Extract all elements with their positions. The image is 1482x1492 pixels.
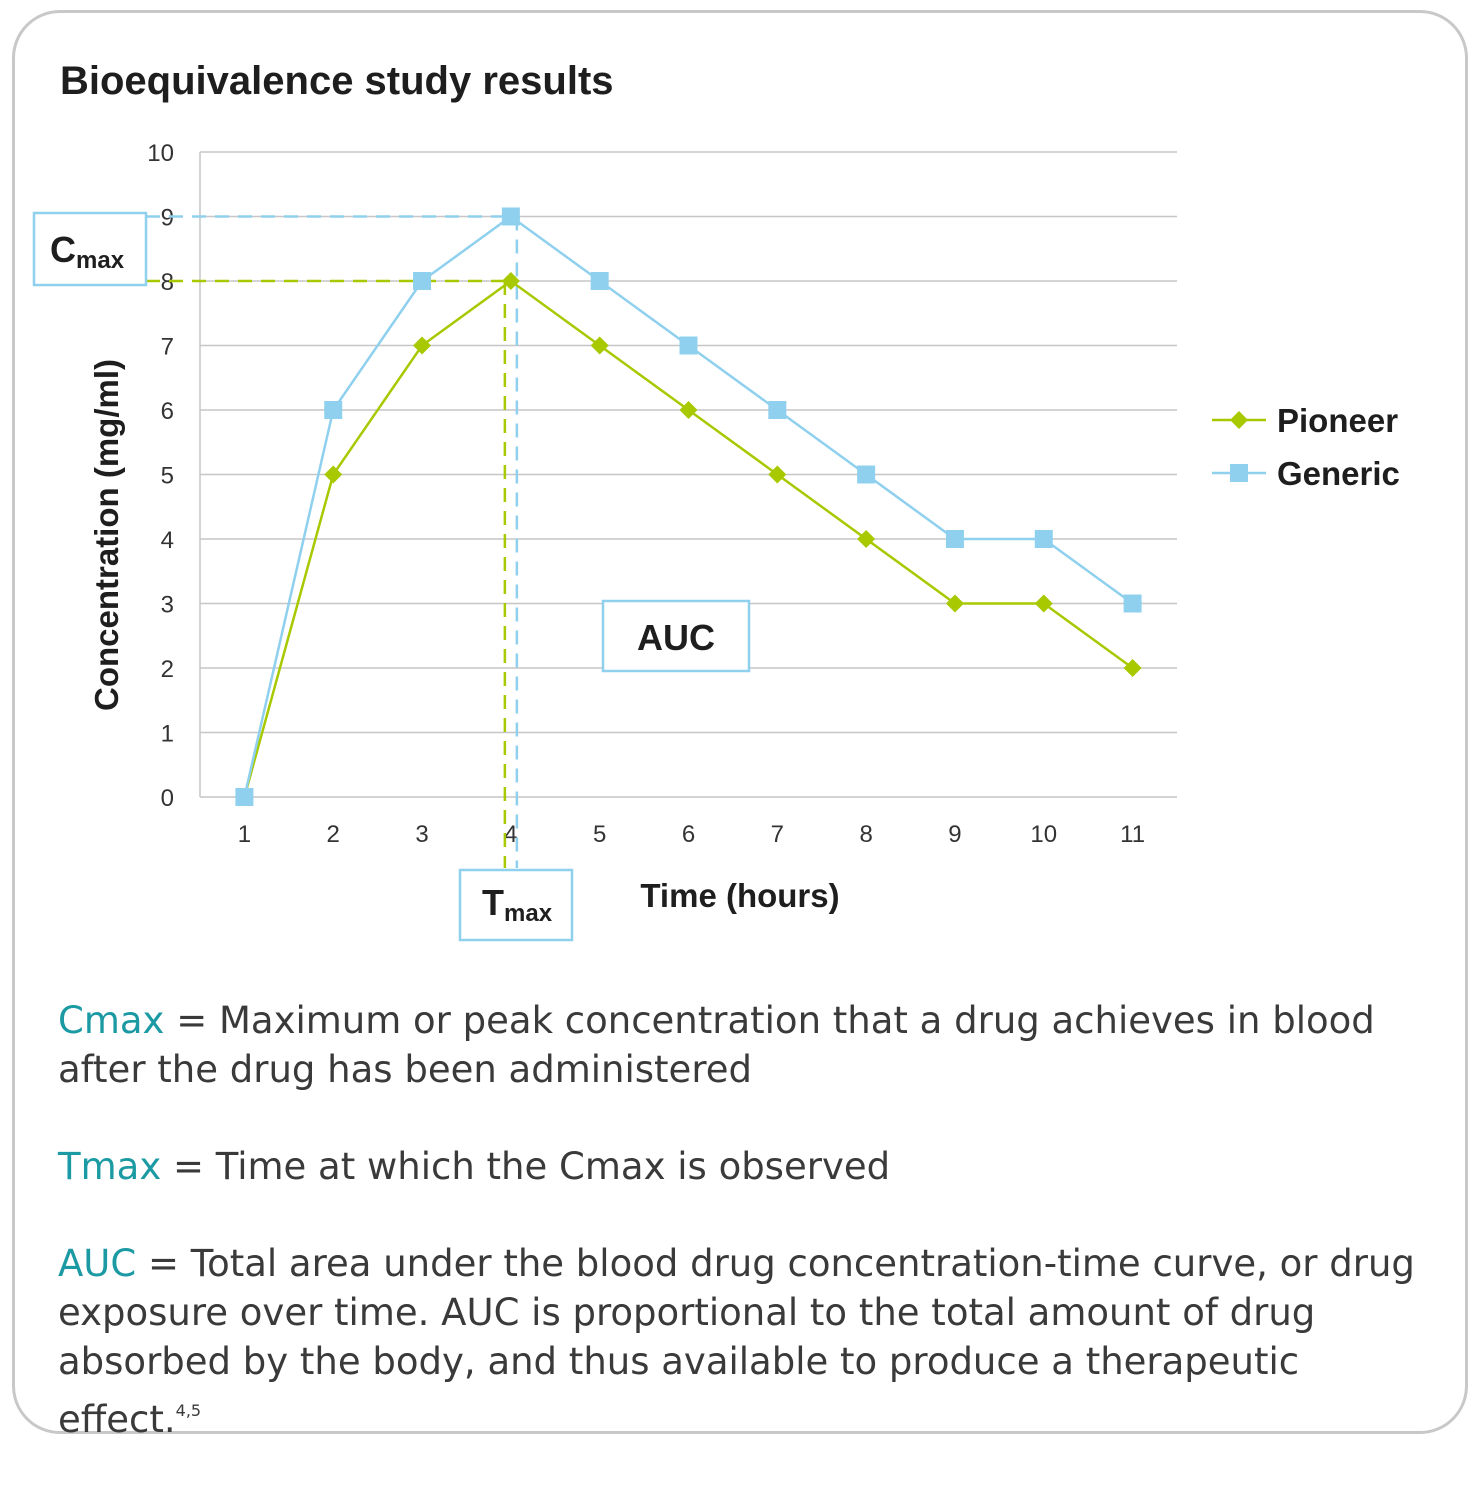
x-tick-label: 9	[948, 821, 961, 848]
auc-box	[601, 599, 751, 673]
y-tick-label: 8	[161, 269, 174, 296]
reference-lines	[146, 215, 519, 868]
x-tick-label: 1	[238, 821, 251, 848]
data-point	[679, 401, 698, 419]
data-point	[590, 272, 609, 290]
tmax-label: Tmax	[482, 882, 553, 927]
tmax-box	[458, 868, 574, 942]
y-tick-label: 10	[147, 140, 174, 167]
y-tick-label: 0	[161, 785, 174, 812]
x-tick-label: 2	[327, 821, 340, 848]
definitions: Cmax = Maximum or peak concentration tha…	[58, 996, 1438, 1492]
x-tick-label: 7	[771, 821, 784, 848]
bioequivalence-chart: Bioequivalence study results 01234567891…	[32, 59, 1400, 942]
data-point	[413, 272, 432, 290]
superscript-reference: 4,5	[175, 1401, 202, 1420]
x-tick-label: 5	[593, 821, 606, 848]
x-tick-label: 10	[1030, 821, 1057, 848]
cmax-box	[32, 211, 148, 287]
data-point	[1123, 659, 1142, 677]
x-tick-label: 8	[859, 821, 872, 848]
x-tick-label: 6	[682, 821, 695, 848]
data-point	[1034, 594, 1053, 613]
y-tick-label: 4	[161, 527, 174, 554]
auc-label: AUC	[637, 617, 715, 658]
legend-label: Generic	[1277, 455, 1400, 492]
definition-text-after: is observed	[665, 1145, 891, 1188]
y-tick-label: 3	[161, 592, 174, 619]
data-point	[590, 336, 609, 355]
legend: Pioneer Generic	[1212, 402, 1400, 492]
data-point	[1034, 530, 1053, 548]
y-axis-label: Concentration (mg/ml)	[88, 359, 125, 711]
data-point	[945, 530, 964, 548]
data-point	[857, 530, 876, 548]
y-tick-labels: 0 1 2 3 4 5 6 7 8 9 10	[147, 140, 174, 812]
x-tick-label: 4	[504, 821, 517, 848]
definition-text: = Time at which the C	[161, 1145, 585, 1188]
series-pioneer	[235, 272, 1142, 806]
definition-inline-sub: max	[584, 1145, 666, 1188]
legend-item-generic: Generic	[1212, 455, 1400, 492]
series-line	[243, 214, 1134, 798]
data-point	[945, 594, 964, 613]
legend-marker	[1230, 464, 1248, 482]
data-point	[768, 401, 787, 419]
x-axis-label: Time (hours)	[640, 877, 839, 914]
x-tick-label: 11	[1120, 821, 1145, 848]
data-point	[324, 465, 343, 484]
data-point	[324, 401, 343, 419]
y-tick-label: 2	[161, 656, 174, 683]
y-tick-label: 5	[161, 463, 174, 490]
y-tick-label: 1	[161, 721, 174, 748]
legend-item-pioneer: Pioneer	[1212, 402, 1398, 439]
legend-label: Pioneer	[1277, 402, 1398, 439]
y-tick-label: 9	[161, 205, 174, 232]
definition-term: Cmax	[58, 999, 165, 1042]
chart-title: Bioequivalence study results	[60, 59, 614, 103]
definition-term: AUC	[58, 1242, 137, 1285]
cmax-label: Cmax	[50, 229, 125, 274]
y-tick-label: 6	[161, 398, 174, 425]
data-point	[235, 788, 254, 806]
data-point	[768, 465, 787, 484]
data-point	[501, 272, 520, 290]
data-point	[857, 465, 876, 484]
data-point	[1123, 594, 1142, 613]
data-point	[679, 336, 698, 355]
data-point	[501, 207, 520, 226]
definition-text: = Maximum or peak concentration that a d…	[58, 999, 1375, 1091]
legend-marker	[1230, 411, 1248, 429]
definition-text: = Total area under the blood drug concen…	[58, 1242, 1415, 1441]
definition-tmax: Tmax = Time at which the Cmax is observe…	[58, 1142, 1438, 1191]
definition-term: Tmax	[58, 1145, 162, 1188]
x-tick-label: 3	[415, 821, 428, 848]
card-frame	[12, 10, 1468, 1434]
x-tick-labels: 1 2 3 4 5 6 7 8 9 10 11	[238, 821, 1145, 848]
data-point	[413, 336, 432, 355]
grid-lines	[199, 151, 1177, 798]
definition-cmax: Cmax = Maximum or peak concentration tha…	[58, 996, 1438, 1094]
y-tick-label: 7	[161, 334, 174, 361]
series-group	[235, 207, 1142, 806]
definition-auc: AUC = Total area under the blood drug co…	[58, 1239, 1438, 1444]
series-generic	[235, 207, 1142, 806]
